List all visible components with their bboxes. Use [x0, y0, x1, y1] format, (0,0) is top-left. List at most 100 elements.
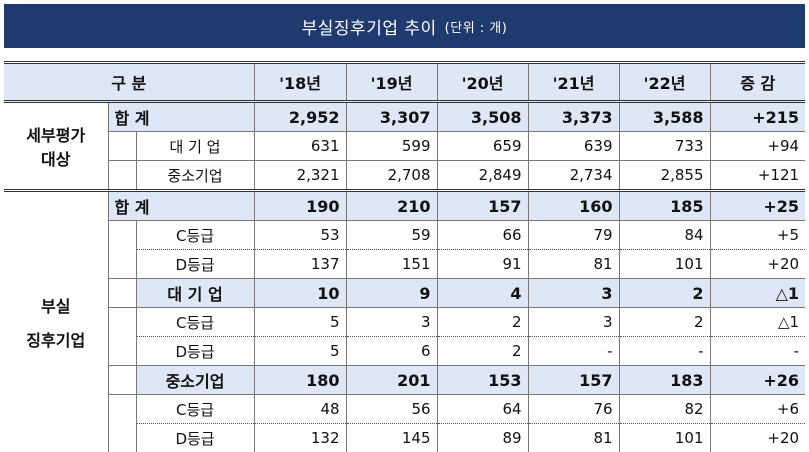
- cell: 2,734: [528, 161, 619, 191]
- change-cell: +25: [710, 191, 805, 221]
- cell: 53: [254, 221, 346, 250]
- row-label: 합 계: [108, 102, 254, 132]
- change-cell: +20: [710, 424, 805, 452]
- row-label: D등급: [136, 337, 254, 366]
- cell: 599: [346, 132, 437, 161]
- change-cell: +20: [710, 250, 805, 279]
- cell: 82: [619, 395, 710, 424]
- cell: 210: [346, 191, 437, 221]
- cell: 76: [528, 395, 619, 424]
- cell: 79: [528, 221, 619, 250]
- title-text: 부실징후기업 추이: [302, 14, 437, 39]
- indent: [108, 221, 136, 250]
- cell: 89: [437, 424, 528, 452]
- table-row: D등급 137 151 91 81 101 +20: [4, 250, 805, 279]
- indent: [108, 132, 136, 161]
- change-cell: +215: [710, 102, 805, 132]
- cell: 2,952: [254, 102, 346, 132]
- cell: 639: [528, 132, 619, 161]
- cell: 3,588: [619, 102, 710, 132]
- cell: 59: [346, 221, 437, 250]
- row-label: C등급: [136, 221, 254, 250]
- cell: 5: [254, 308, 346, 337]
- unit-text: (단위 : 개): [445, 17, 508, 36]
- cell: 4: [437, 279, 528, 308]
- cell: 3: [528, 279, 619, 308]
- header-year: '22년: [619, 63, 710, 102]
- cell: 160: [528, 191, 619, 221]
- cell: 137: [254, 250, 346, 279]
- change-cell: +5: [710, 221, 805, 250]
- cell: 2: [619, 308, 710, 337]
- change-cell: △1: [710, 279, 805, 308]
- table-row: 대 기 업 631 599 659 639 733 +94: [4, 132, 805, 161]
- cell: 201: [346, 366, 437, 395]
- cell: 185: [619, 191, 710, 221]
- row-label: 대 기 업: [136, 279, 254, 308]
- indent: [108, 395, 136, 424]
- cell: 81: [528, 424, 619, 452]
- table-row: 중소기업 180 201 153 157 183 +26: [4, 366, 805, 395]
- row-label: C등급: [136, 395, 254, 424]
- cell: 153: [437, 366, 528, 395]
- cell: 183: [619, 366, 710, 395]
- cell: -: [528, 337, 619, 366]
- row-label: C등급: [136, 308, 254, 337]
- cell: 84: [619, 221, 710, 250]
- cell: 101: [619, 424, 710, 452]
- cell: 48: [254, 395, 346, 424]
- table-row: C등급 5 3 2 3 2 △1: [4, 308, 805, 337]
- row-label: 대 기 업: [136, 132, 254, 161]
- indent: [108, 366, 136, 395]
- cell: 10: [254, 279, 346, 308]
- table-row: C등급 53 59 66 79 84 +5: [4, 221, 805, 250]
- cell: 180: [254, 366, 346, 395]
- cell: 145: [346, 424, 437, 452]
- header-year: '20년: [437, 63, 528, 102]
- cell: 3,307: [346, 102, 437, 132]
- cell: 157: [528, 366, 619, 395]
- indent: [108, 161, 136, 191]
- cell: 6: [346, 337, 437, 366]
- change-cell: △1: [710, 308, 805, 337]
- change-cell: +26: [710, 366, 805, 395]
- cell: 151: [346, 250, 437, 279]
- table-row: 중소기업 2,321 2,708 2,849 2,734 2,855 +121: [4, 161, 805, 191]
- cell: 9: [346, 279, 437, 308]
- cell: 2: [437, 308, 528, 337]
- table-row: 대 기 업 10 9 4 3 2 △1: [4, 279, 805, 308]
- cell: 3,508: [437, 102, 528, 132]
- header-category: 구 분: [4, 63, 254, 102]
- row-label: D등급: [136, 250, 254, 279]
- cell: 56: [346, 395, 437, 424]
- indent: [108, 250, 136, 279]
- cell: 631: [254, 132, 346, 161]
- cell: -: [619, 337, 710, 366]
- row-label: 중소기업: [136, 161, 254, 191]
- table-row: C등급 48 56 64 76 82 +6: [4, 395, 805, 424]
- row-label: D등급: [136, 424, 254, 452]
- cell: 66: [437, 221, 528, 250]
- change-cell: -: [710, 337, 805, 366]
- header-change: 증 감: [710, 63, 805, 102]
- cell: 157: [437, 191, 528, 221]
- change-cell: +94: [710, 132, 805, 161]
- indent: [108, 308, 136, 337]
- table-title: 부실징후기업 추이 (단위 : 개): [4, 4, 805, 48]
- header-year: '18년: [254, 63, 346, 102]
- cell: 81: [528, 250, 619, 279]
- cell: 659: [437, 132, 528, 161]
- cell: 2,849: [437, 161, 528, 191]
- table-row: D등급 132 145 89 81 101 +20: [4, 424, 805, 452]
- cell: 3: [346, 308, 437, 337]
- cell: 132: [254, 424, 346, 452]
- cell: 64: [437, 395, 528, 424]
- cell: 5: [254, 337, 346, 366]
- header-year: '21년: [528, 63, 619, 102]
- change-cell: +121: [710, 161, 805, 191]
- cell: 2,855: [619, 161, 710, 191]
